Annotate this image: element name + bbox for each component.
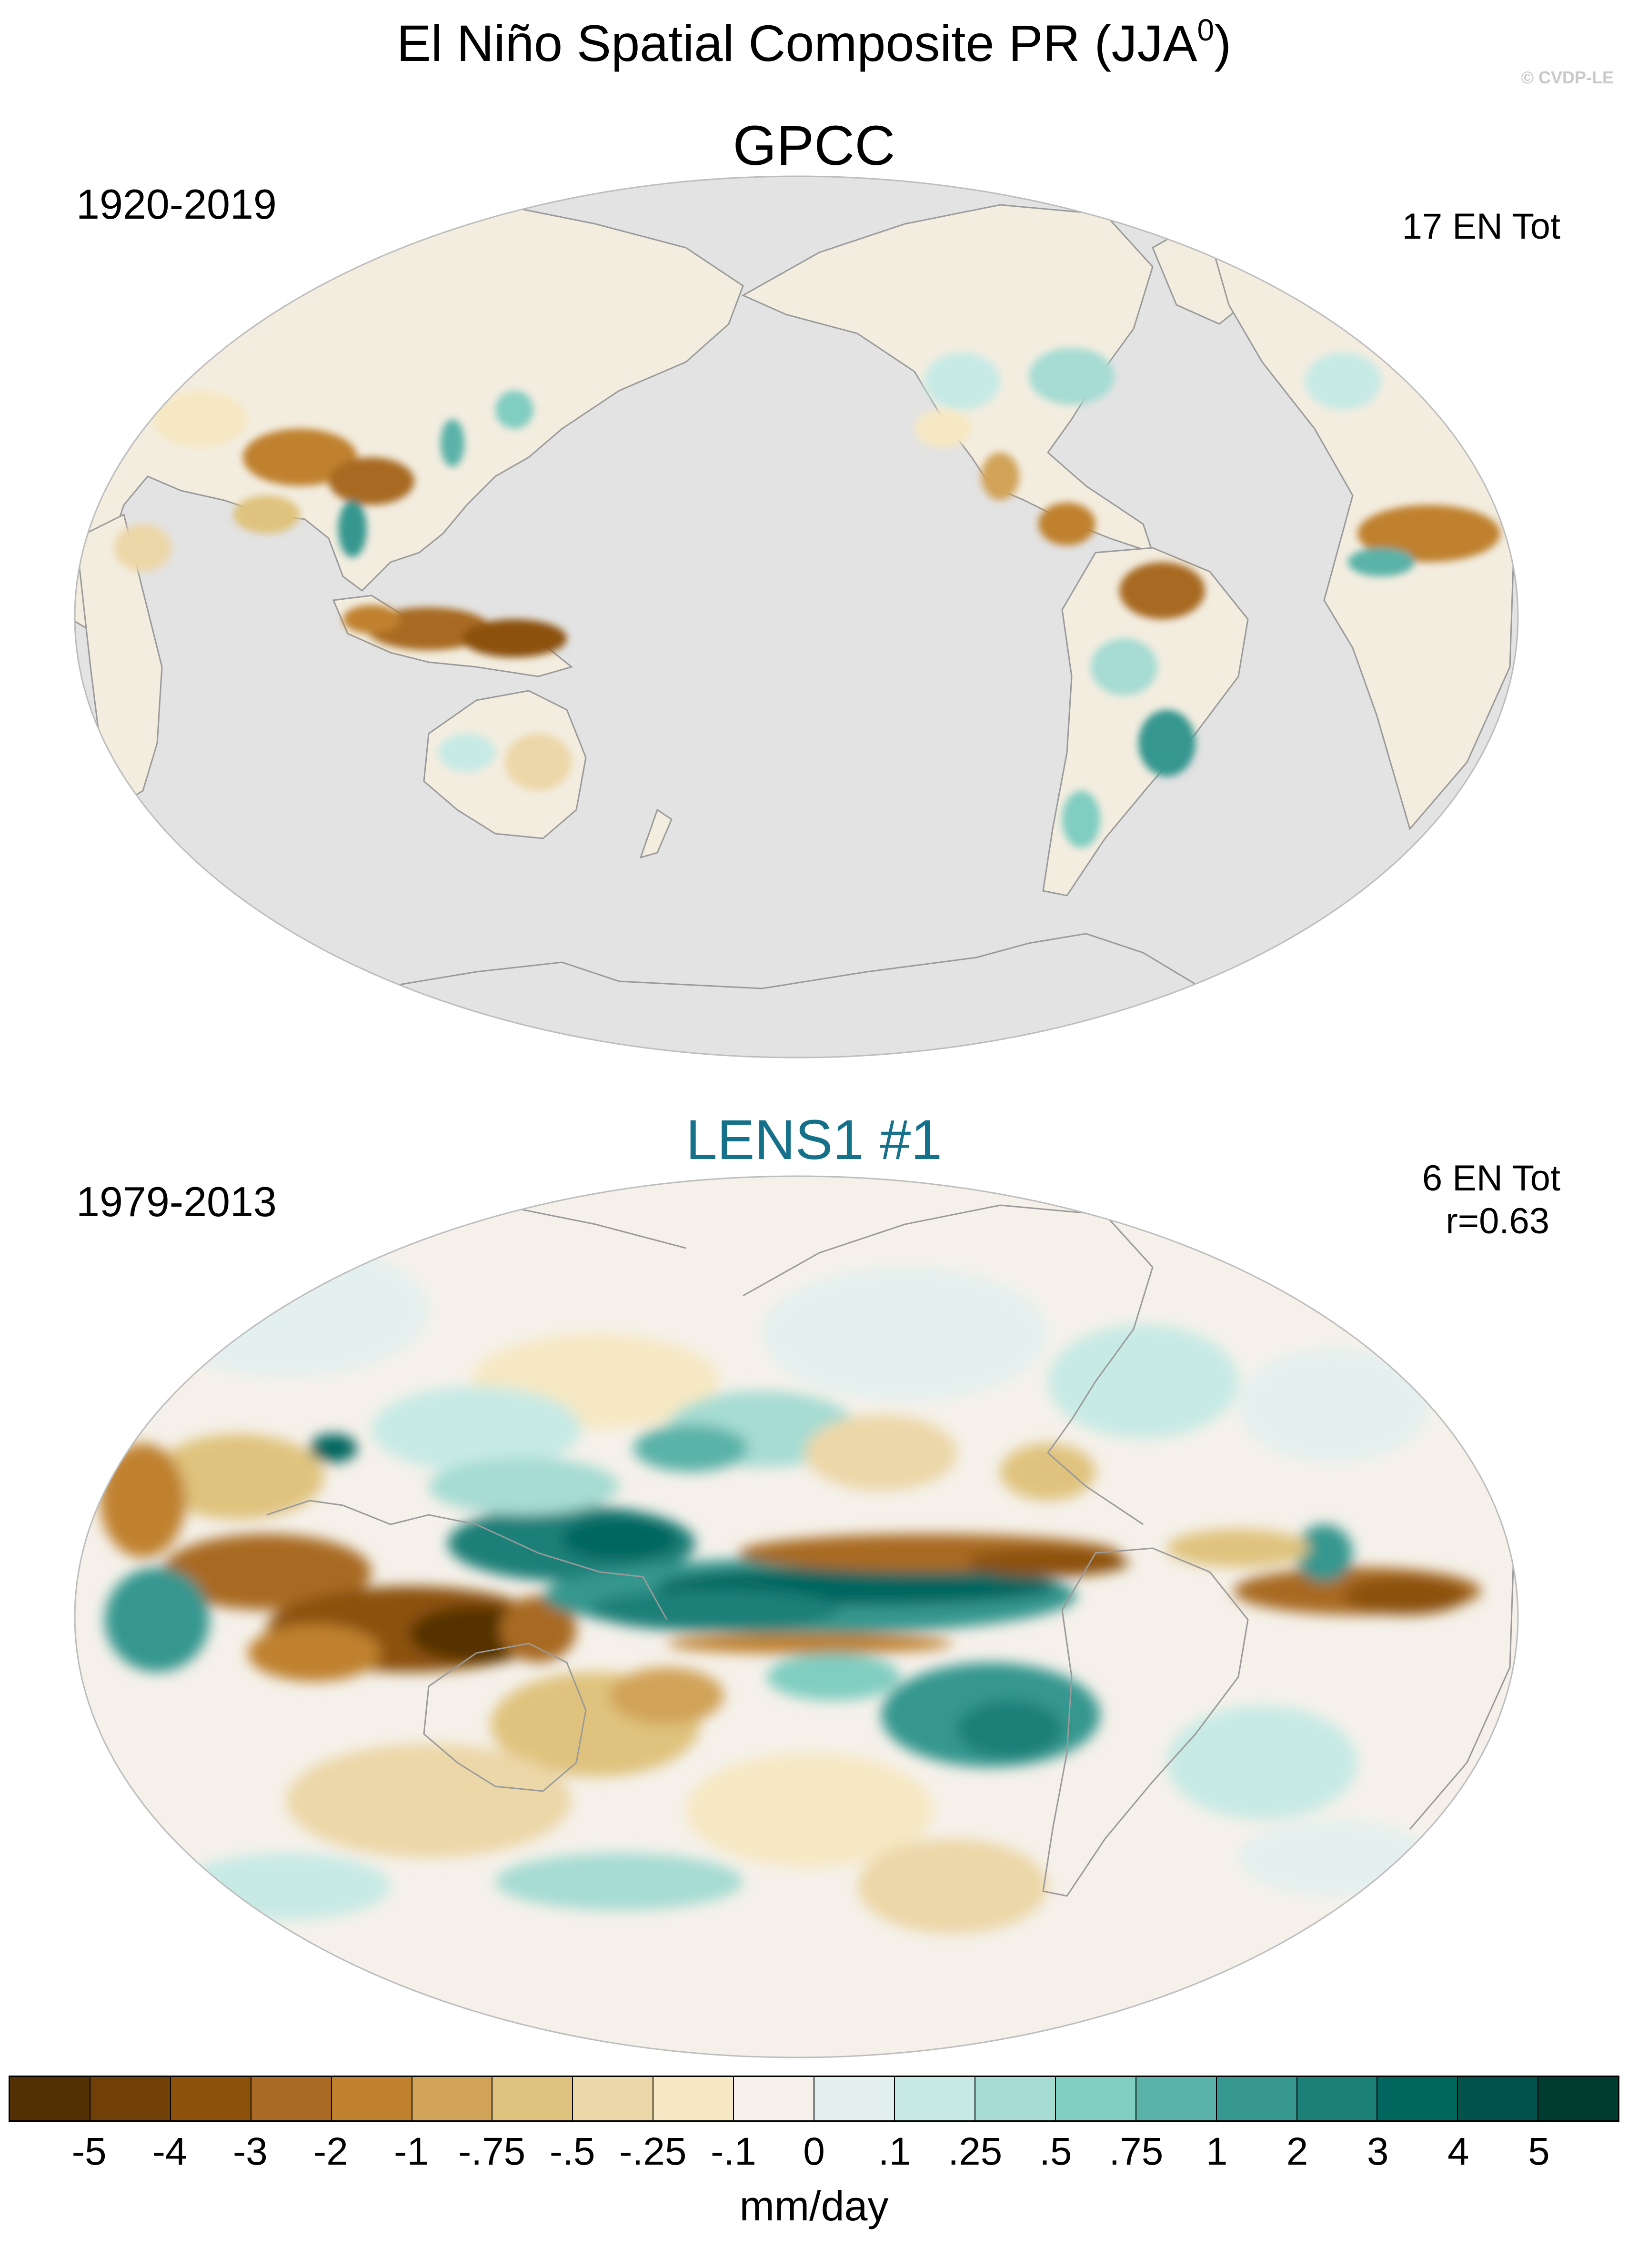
panel-event-count-gpcc: 17 EN Tot (1402, 206, 1560, 247)
colorbar-tick-label: .25 (948, 2130, 1003, 2173)
colorbar-swatch (1055, 2077, 1136, 2120)
panel-title-gpcc: GPCC (733, 114, 895, 177)
colorbar-tick-label: -3 (232, 2130, 268, 2173)
land-antarctica (362, 933, 1215, 997)
colorbar-swatch (975, 2077, 1056, 2120)
colorbar-swatch (1136, 2077, 1217, 2120)
colorbar-tick-label: 2 (1286, 2130, 1308, 2173)
colorbar-swatch (251, 2077, 332, 2120)
colorbar-tick-label: -.25 (619, 2130, 687, 2173)
colorbar-swatch (1297, 2077, 1378, 2120)
colorbar-swatch (573, 2077, 654, 2120)
colorbar-tick-label: .1 (878, 2130, 911, 2173)
colorbar-tick-label: -4 (152, 2130, 187, 2173)
colorbar-swatch (492, 2077, 573, 2120)
colorbar-tick-label: -1 (394, 2130, 429, 2173)
colorbar-tick-label: -.1 (711, 2130, 756, 2173)
colorbar-tick-label: -.75 (458, 2130, 526, 2173)
lens-anomaly-fields (80, 1200, 1516, 1934)
colorbar-tick-label: 5 (1528, 2130, 1550, 2173)
colorbar-tick-label: 3 (1367, 2130, 1389, 2173)
colorbar-tick-labels: -5 -4 -3 -2 -1 -.75 -.5 -.25 -.1 0 .1 .25 .5 .75 1 2 3 4 5 (0, 2129, 1628, 2182)
colorbar-swatch (653, 2077, 734, 2120)
map-lens-border (74, 1175, 1519, 2058)
figure-title: El Niño Spatial Composite PR (JJA0) (396, 13, 1232, 72)
colorbar-tick-label: -5 (71, 2130, 107, 2173)
colorbar-swatch (10, 2077, 90, 2120)
land-new-zealand (639, 808, 673, 859)
map-lens (74, 1175, 1519, 2058)
colorbar-swatch (1216, 2077, 1297, 2120)
panel-period-lens: 1979-2013 (76, 1178, 277, 1225)
panel-event-count-lens: 6 EN Tot (1422, 1158, 1560, 1199)
colorbar-tick-label: .5 (1039, 2130, 1072, 2173)
colorbar-swatch (734, 2077, 815, 2120)
panel-title-lens: LENS1 #1 (686, 1109, 942, 1171)
panel-period-gpcc: 1920-2019 (76, 181, 277, 228)
colorbar-units-label: mm/day (739, 2182, 889, 2229)
map-gpcc-border (74, 175, 1519, 1058)
land-australia (423, 690, 587, 839)
colorbar-tick-label: 4 (1447, 2130, 1469, 2173)
colorbar-swatch (1458, 2077, 1539, 2120)
colorbar-swatch (412, 2077, 493, 2120)
colorbar-swatch (1377, 2077, 1458, 2120)
colorbar-swatch (332, 2077, 412, 2120)
colorbar-swatch (814, 2077, 895, 2120)
copyright-label: © CVDP-LE (1521, 68, 1614, 87)
colorbar-tick-label: -2 (313, 2130, 348, 2173)
colorbar-tick-label: 1 (1206, 2130, 1228, 2173)
colorbar (9, 2076, 1619, 2122)
map-gpcc (74, 175, 1519, 1058)
colorbar-tick-label: .75 (1109, 2130, 1164, 2173)
colorbar-tick-label: -.5 (549, 2130, 595, 2173)
colorbar-swatch (894, 2077, 975, 2120)
gpcc-anomaly-blobs (114, 348, 1500, 848)
colorbar-tick-label: 0 (803, 2130, 825, 2173)
colorbar-swatch (171, 2077, 251, 2120)
panel-correlation-lens: r=0.63 (1446, 1201, 1549, 1241)
colorbar-swatch (1538, 2077, 1618, 2120)
colorbar-swatch (90, 2077, 171, 2120)
